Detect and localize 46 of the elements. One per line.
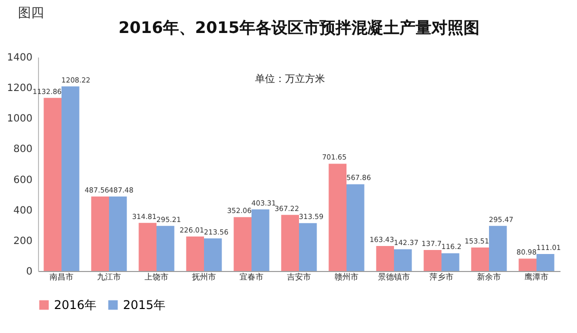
y-tick-label: 1200	[7, 83, 32, 94]
x-tick-label: 景德镇市	[378, 272, 410, 282]
bar	[281, 214, 299, 271]
y-tick-label: 400	[13, 205, 32, 216]
x-tick-label: 赣州市	[334, 272, 358, 282]
x-tick-label: 吉安市	[287, 272, 311, 282]
chart-title: 2016年、2015年各设区市预拌混凝土产量对照图	[118, 18, 480, 37]
bar	[252, 209, 270, 271]
bar	[44, 98, 62, 271]
bar	[471, 248, 489, 271]
bar	[441, 253, 460, 271]
x-tick-label: 萍乡市	[429, 272, 454, 282]
bar	[91, 196, 110, 271]
bar	[346, 184, 364, 271]
y-tick-label: 200	[13, 236, 32, 247]
y-tick-label: 1400	[7, 52, 32, 64]
bar	[109, 196, 127, 271]
bar	[156, 226, 174, 271]
text: 图四	[18, 5, 44, 22]
bar	[424, 250, 442, 271]
legend-label: 2015年	[123, 298, 166, 312]
bar	[62, 86, 80, 271]
bar	[186, 236, 204, 271]
annotation: 单位：万立方米	[255, 72, 325, 86]
bar	[536, 254, 554, 271]
x-tick-label: 鹰潭市	[524, 272, 548, 282]
bar	[138, 222, 157, 271]
bar	[328, 164, 346, 271]
y-tick-label: 1000	[7, 114, 32, 125]
bar	[299, 223, 317, 271]
y-tick-label: 800	[13, 144, 32, 156]
bar	[204, 238, 222, 271]
bar	[376, 246, 394, 271]
x-tick-label: 抚州市	[191, 272, 216, 282]
y-tick-label: 0	[26, 266, 32, 278]
bar	[488, 226, 507, 271]
bar	[518, 258, 536, 271]
x-tick-label: 九江市	[97, 272, 122, 282]
y-tick-label: 600	[13, 174, 32, 186]
x-tick-label: 新余市	[476, 272, 501, 282]
bar	[394, 249, 412, 271]
x-tick-label: 南昌市	[50, 272, 74, 282]
bar	[234, 217, 252, 271]
x-tick-label: 宜春市	[240, 272, 264, 282]
x-tick-label: 上饶市	[144, 272, 169, 282]
legend-label: 2016年	[54, 298, 97, 312]
